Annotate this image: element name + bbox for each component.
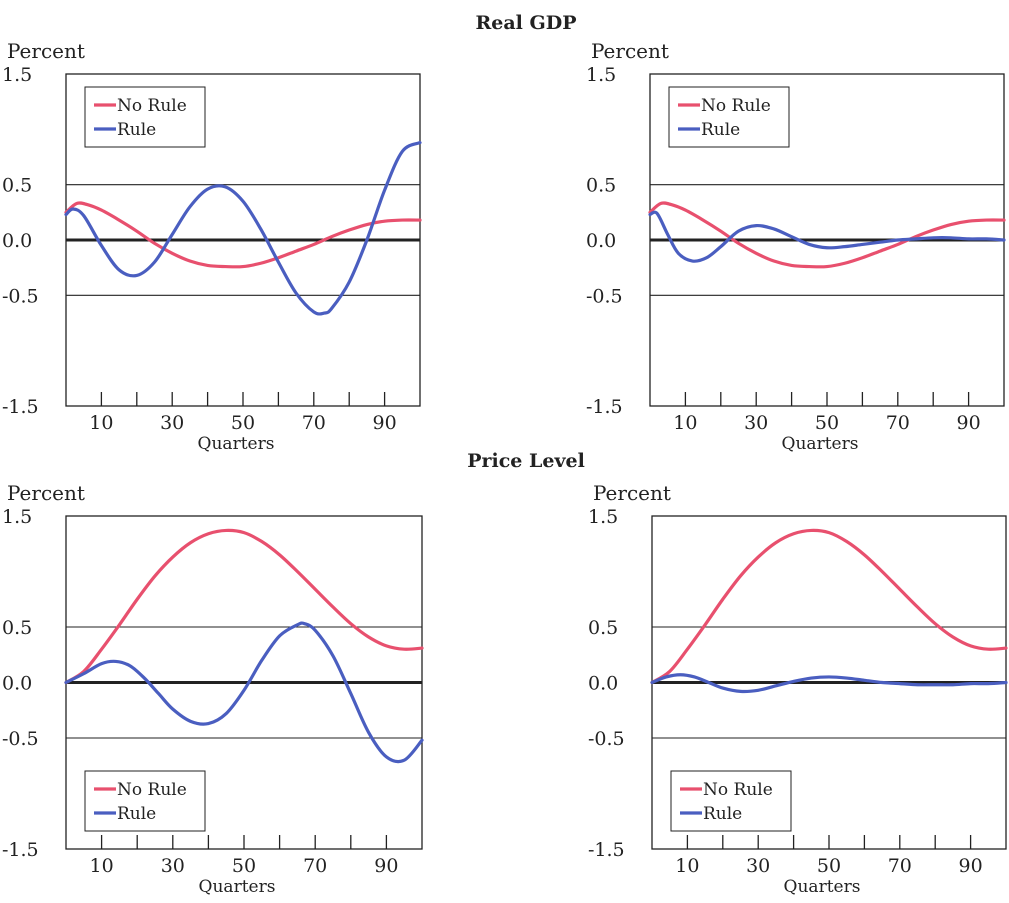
legend-label-no-rule: No Rule <box>701 96 771 116</box>
x-tick-label: 10 <box>673 412 697 434</box>
chart-price-level-left: 10 30 50 70 90 1.5 0.5 0.0 -0.5 -1.5 Percent Quarte… <box>2 481 424 897</box>
y-axis-label: Percent <box>7 481 85 505</box>
y-tick-label: 0.5 <box>2 617 32 639</box>
x-tick-label: 10 <box>675 855 699 877</box>
legend-box <box>84 770 206 832</box>
legend-label-rule: Rule <box>703 804 742 824</box>
x-tick-label: 70 <box>886 412 910 434</box>
x-tick-label: 70 <box>302 412 326 434</box>
legend: No Rule Rule <box>84 86 206 148</box>
legend-label-no-rule: No Rule <box>703 780 773 800</box>
y-tick-label: 0.0 <box>586 230 616 252</box>
legend-label-no-rule: No Rule <box>117 780 187 800</box>
y-tick-label: -1.5 <box>2 396 39 418</box>
series-line-no-rule <box>64 201 422 269</box>
x-tick-label: 90 <box>957 412 981 434</box>
y-tick-label: -0.5 <box>2 285 39 307</box>
x-axis-label: Quarters <box>784 877 861 897</box>
y-tick-label: 0.5 <box>2 175 32 197</box>
series-line-no-rule <box>650 528 1008 685</box>
y-tick-label: 0.0 <box>2 673 32 695</box>
x-tick-label: 70 <box>303 855 327 877</box>
y-tick-label: 0.5 <box>586 175 616 197</box>
chart-panels: 10 30 50 70 90 1.5 0.5 0.0 -0.5 -1.5 Percent Quarte… <box>2 39 1008 897</box>
y-tick-label: -0.5 <box>588 728 625 750</box>
x-tick-label: 30 <box>746 855 770 877</box>
legend-label-no-rule: No Rule <box>117 96 187 116</box>
y-tick-label: -1.5 <box>588 839 625 861</box>
x-tick-label: 50 <box>815 412 839 434</box>
x-tick-label: 10 <box>90 855 114 877</box>
y-axis-label: Percent <box>591 39 669 63</box>
y-tick-label: -1.5 <box>2 839 39 861</box>
series-line-rule <box>648 210 1006 263</box>
legend-box <box>670 770 792 832</box>
section-title-real-gdp: Real GDP <box>475 12 576 34</box>
y-tick-label: 0.0 <box>588 673 618 695</box>
y-tick-label: 0.0 <box>2 230 32 252</box>
legend-label-rule: Rule <box>701 120 740 140</box>
section-title-price-level: Price Level <box>467 450 585 472</box>
legend-box <box>84 86 206 148</box>
series-line-rule <box>64 141 422 316</box>
y-tick-label: -0.5 <box>2 728 39 750</box>
chart-real-gdp-right: 10 30 50 70 90 1.5 0.5 0.0 -0.5 -1.5 Percent Quarte… <box>586 39 1006 454</box>
legend: No Rule Rule <box>668 86 790 148</box>
x-tick-label: 30 <box>744 412 768 434</box>
x-tick-label: 90 <box>959 855 983 877</box>
y-tick-label: 1.5 <box>2 64 32 86</box>
x-tick-label: 70 <box>888 855 912 877</box>
y-tick-label: -0.5 <box>586 285 623 307</box>
legend-box <box>668 86 790 148</box>
chart-price-level-right: 10 30 50 70 90 1.5 0.5 0.0 -0.5 -1.5 Percent Quarte… <box>588 481 1008 897</box>
legend: No Rule Rule <box>670 770 792 832</box>
series-line-no-rule <box>64 528 424 685</box>
legend: No Rule Rule <box>84 770 206 832</box>
x-tick-label: 90 <box>373 412 397 434</box>
x-tick-label: 50 <box>232 855 256 877</box>
y-tick-label: 1.5 <box>2 506 32 528</box>
legend-label-rule: Rule <box>117 804 156 824</box>
x-tick-label: 90 <box>374 855 398 877</box>
y-tick-label: 0.5 <box>588 617 618 639</box>
x-axis-label: Quarters <box>198 434 275 454</box>
x-tick-label: 50 <box>231 412 255 434</box>
legend-label-rule: Rule <box>117 120 156 140</box>
y-axis-label: Percent <box>593 481 671 505</box>
x-axis-label: Quarters <box>782 434 859 454</box>
y-tick-label: -1.5 <box>586 396 623 418</box>
series-line-no-rule <box>648 201 1006 269</box>
series-line-rule <box>650 673 1008 694</box>
y-tick-label: 1.5 <box>588 506 618 528</box>
chart-real-gdp-left: 10 30 50 70 90 1.5 0.5 0.0 -0.5 -1.5 Percent Quarte… <box>2 39 422 454</box>
x-tick-label: 30 <box>160 412 184 434</box>
y-axis-label: Percent <box>7 39 85 63</box>
x-tick-label: 10 <box>89 412 113 434</box>
y-tick-label: 1.5 <box>586 64 616 86</box>
x-tick-label: 50 <box>817 855 841 877</box>
x-axis-label: Quarters <box>199 877 276 897</box>
x-tick-label: 30 <box>161 855 185 877</box>
series-line-rule <box>64 621 424 764</box>
